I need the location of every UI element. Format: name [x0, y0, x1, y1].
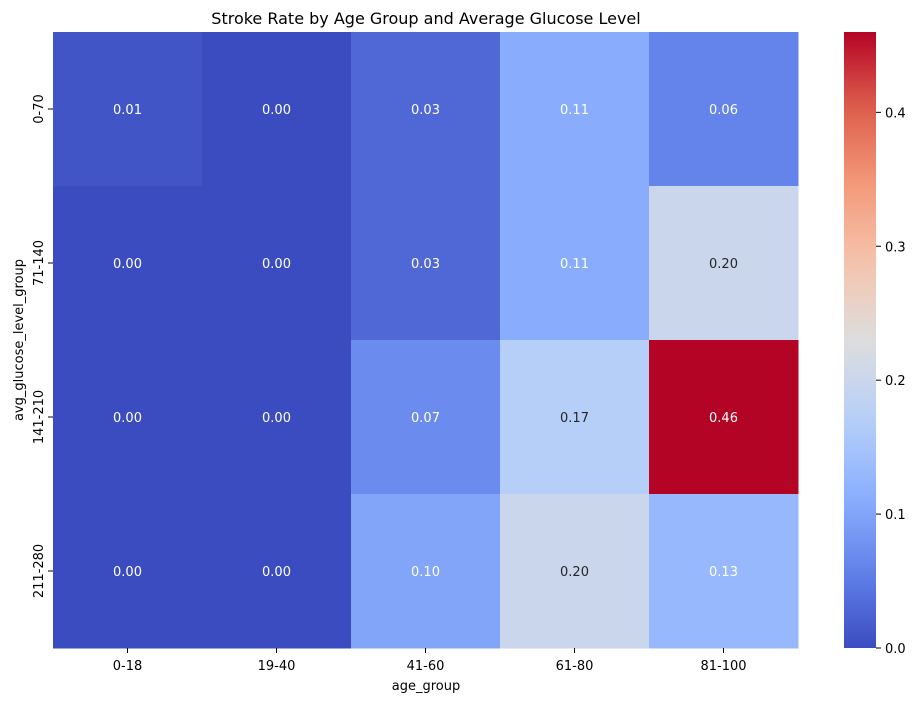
heatmap-cells	[53, 32, 799, 649]
heatmap-cell	[500, 494, 650, 649]
cell-value-label: 0.00	[262, 411, 291, 426]
cell-value-label: 0.03	[411, 257, 440, 272]
heatmap-cell	[500, 186, 650, 341]
cell-value-label: 0.00	[262, 565, 291, 580]
heatmap-cell	[202, 340, 352, 495]
y-tick-label: 141-210	[32, 390, 47, 444]
x-axis-label: age_group	[392, 679, 460, 694]
cell-value-label: 0.00	[113, 565, 142, 580]
cell-value-label: 0.17	[560, 411, 589, 426]
y-tick-label: 211-280	[32, 544, 47, 598]
cell-value-label: 0.03	[411, 103, 440, 118]
cell-value-label: 0.11	[560, 257, 589, 272]
heatmap-cell	[202, 186, 352, 341]
y-axis: 0-70 71-140 141-210 211-280	[32, 94, 53, 598]
heatmap-cell	[53, 494, 203, 649]
cell-value-label: 0.00	[113, 257, 142, 272]
colorbar-tick-label: 0.4	[885, 106, 906, 121]
colorbar-tick-label: 0.2	[885, 374, 906, 389]
cell-value-label: 0.01	[113, 103, 142, 118]
heatmap-cell	[351, 32, 501, 187]
cell-value-label: 0.07	[411, 411, 440, 426]
y-tick-label: 71-140	[32, 240, 47, 286]
y-axis-label: avg_glucose_level_group	[12, 259, 27, 421]
colorbar: 0.0 0.1 0.2 0.3 0.4	[844, 32, 906, 657]
colorbar-ticks: 0.0 0.1 0.2 0.3 0.4	[876, 106, 906, 657]
colorbar-tick-label: 0.1	[885, 508, 906, 523]
heatmap-cell-labels: 0.01 0.00 0.03 0.11 0.06 0.00 0.00 0.03 0.11 0.20…	[113, 103, 738, 580]
colorbar-tick-label: 0.0	[885, 642, 906, 657]
cell-value-label: 0.00	[262, 257, 291, 272]
heatmap-cell	[202, 32, 352, 187]
heatmap-cell	[53, 340, 203, 495]
heatmap-cell	[53, 32, 203, 187]
heatmap-cell	[351, 186, 501, 341]
heatmap-cell	[351, 494, 501, 649]
cell-value-label: 0.11	[560, 103, 589, 118]
heatmap-cell	[351, 340, 501, 495]
y-tick-label: 0-70	[32, 94, 47, 124]
heatmap-cell	[649, 340, 799, 495]
x-tick-label: 19-40	[258, 659, 296, 674]
heatmap-cell	[53, 186, 203, 341]
cell-value-label: 0.10	[411, 565, 440, 580]
cell-value-label: 0.20	[560, 565, 589, 580]
x-axis: 0-18 19-40 41-60 61-80 81-100	[113, 648, 747, 674]
colorbar-gradient	[844, 32, 876, 648]
heatmap-cell	[500, 340, 650, 495]
x-tick-label: 61-80	[556, 659, 594, 674]
heatmap-cell	[500, 32, 650, 187]
heatmap-cell	[649, 186, 799, 341]
x-tick-label: 41-60	[407, 659, 445, 674]
chart-title: Stroke Rate by Age Group and Average Glu…	[211, 9, 640, 28]
cell-value-label: 0.06	[709, 103, 738, 118]
cell-value-label: 0.00	[113, 411, 142, 426]
cell-value-label: 0.46	[709, 411, 738, 426]
x-tick-label: 0-18	[113, 659, 143, 674]
x-tick-label: 81-100	[700, 659, 746, 674]
colorbar-tick-label: 0.3	[885, 240, 906, 255]
heatmap-cell	[649, 494, 799, 649]
heatmap-cell	[202, 494, 352, 649]
cell-value-label: 0.00	[262, 103, 291, 118]
cell-value-label: 0.13	[709, 565, 738, 580]
cell-value-label: 0.20	[709, 257, 738, 272]
heatmap-cell	[649, 32, 799, 187]
